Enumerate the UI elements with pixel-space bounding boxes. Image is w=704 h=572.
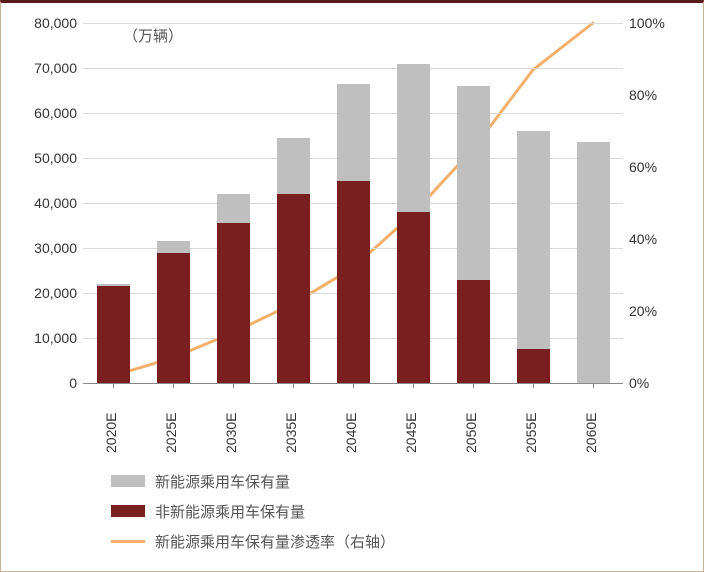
y-left-tick-label: 0 [15, 375, 77, 391]
x-tick-label: 2055E [523, 393, 543, 453]
bar-segment-nev [97, 284, 130, 286]
x-tick [593, 383, 594, 388]
x-tick [293, 383, 294, 388]
x-tick [113, 383, 114, 388]
x-tick-label: 2050E [463, 393, 483, 453]
legend-item-non_nev: 非新能源乘用车保有量 [111, 501, 395, 521]
bar-segment-non_nev [457, 280, 490, 384]
x-tick-label: 2040E [343, 393, 363, 453]
bar-segment-non_nev [277, 194, 310, 383]
legend-label: 非新能源乘用车保有量 [155, 501, 305, 522]
chart-frame: （万辆） 0 10,000 20,000 30,000 40,000 50,000 60,0… [0, 0, 704, 572]
legend-item-nev: 新能源乘用车保有量 [111, 471, 395, 491]
bar-segment-nev [397, 64, 430, 213]
legend-item-penetration: 新能源乘用车保有量渗透率（右轴） [111, 531, 395, 551]
y-left-tick-label: 70,000 [15, 60, 77, 76]
x-tick-label: 2060E [583, 393, 603, 453]
bar-segment-non_nev [517, 349, 550, 383]
y-right-tick-label: 40% [629, 231, 685, 247]
y-left-tick-label: 80,000 [15, 15, 77, 31]
bar-segment-non_nev [217, 223, 250, 383]
bar-segment-nev [577, 142, 610, 383]
y-right-tick-label: 60% [629, 159, 685, 175]
x-tick-label: 2025E [163, 393, 183, 453]
x-tick [353, 383, 354, 388]
y-left-tick-label: 20,000 [15, 285, 77, 301]
legend-label: 新能源乘用车保有量 [155, 471, 290, 492]
bar-segment-nev [217, 194, 250, 223]
y-right-tick-label: 0% [629, 375, 685, 391]
bar-segment-non_nev [157, 253, 190, 384]
legend: 新能源乘用车保有量非新能源乘用车保有量新能源乘用车保有量渗透率（右轴） [111, 471, 395, 561]
x-tick [173, 383, 174, 388]
grid-line [83, 68, 623, 69]
bar-segment-nev [157, 241, 190, 252]
legend-label: 新能源乘用车保有量渗透率（右轴） [155, 531, 395, 552]
x-tick [473, 383, 474, 388]
legend-swatch-line [111, 540, 145, 543]
bar-segment-non_nev [397, 212, 430, 383]
y-left-tick-label: 10,000 [15, 330, 77, 346]
chart-area: （万辆） 0 10,000 20,000 30,000 40,000 50,000 60,0… [15, 23, 685, 463]
x-tick-label: 2030E [223, 393, 243, 453]
y-left-tick-label: 40,000 [15, 195, 77, 211]
y-right-tick-label: 100% [629, 15, 685, 31]
x-tick-label: 2045E [403, 393, 423, 453]
bar-segment-nev [517, 131, 550, 349]
bar-segment-non_nev [337, 181, 370, 384]
x-tick [233, 383, 234, 388]
bar-segment-nev [277, 138, 310, 194]
plot-area [83, 23, 623, 384]
grid-line [83, 23, 623, 24]
y-left-tick-label: 50,000 [15, 150, 77, 166]
legend-swatch [111, 505, 145, 517]
y-left-tick-label: 30,000 [15, 240, 77, 256]
y-right-tick-label: 20% [629, 303, 685, 319]
x-tick-label: 2020E [103, 393, 123, 453]
y-right-tick-label: 80% [629, 87, 685, 103]
y-left-tick-label: 60,000 [15, 105, 77, 121]
legend-swatch [111, 475, 145, 487]
bar-segment-nev [457, 86, 490, 280]
bar-segment-non_nev [97, 286, 130, 383]
unit-label: （万辆） [123, 25, 183, 46]
x-tick [413, 383, 414, 388]
x-tick-label: 2035E [283, 393, 303, 453]
bar-segment-nev [337, 84, 370, 181]
x-tick [533, 383, 534, 388]
